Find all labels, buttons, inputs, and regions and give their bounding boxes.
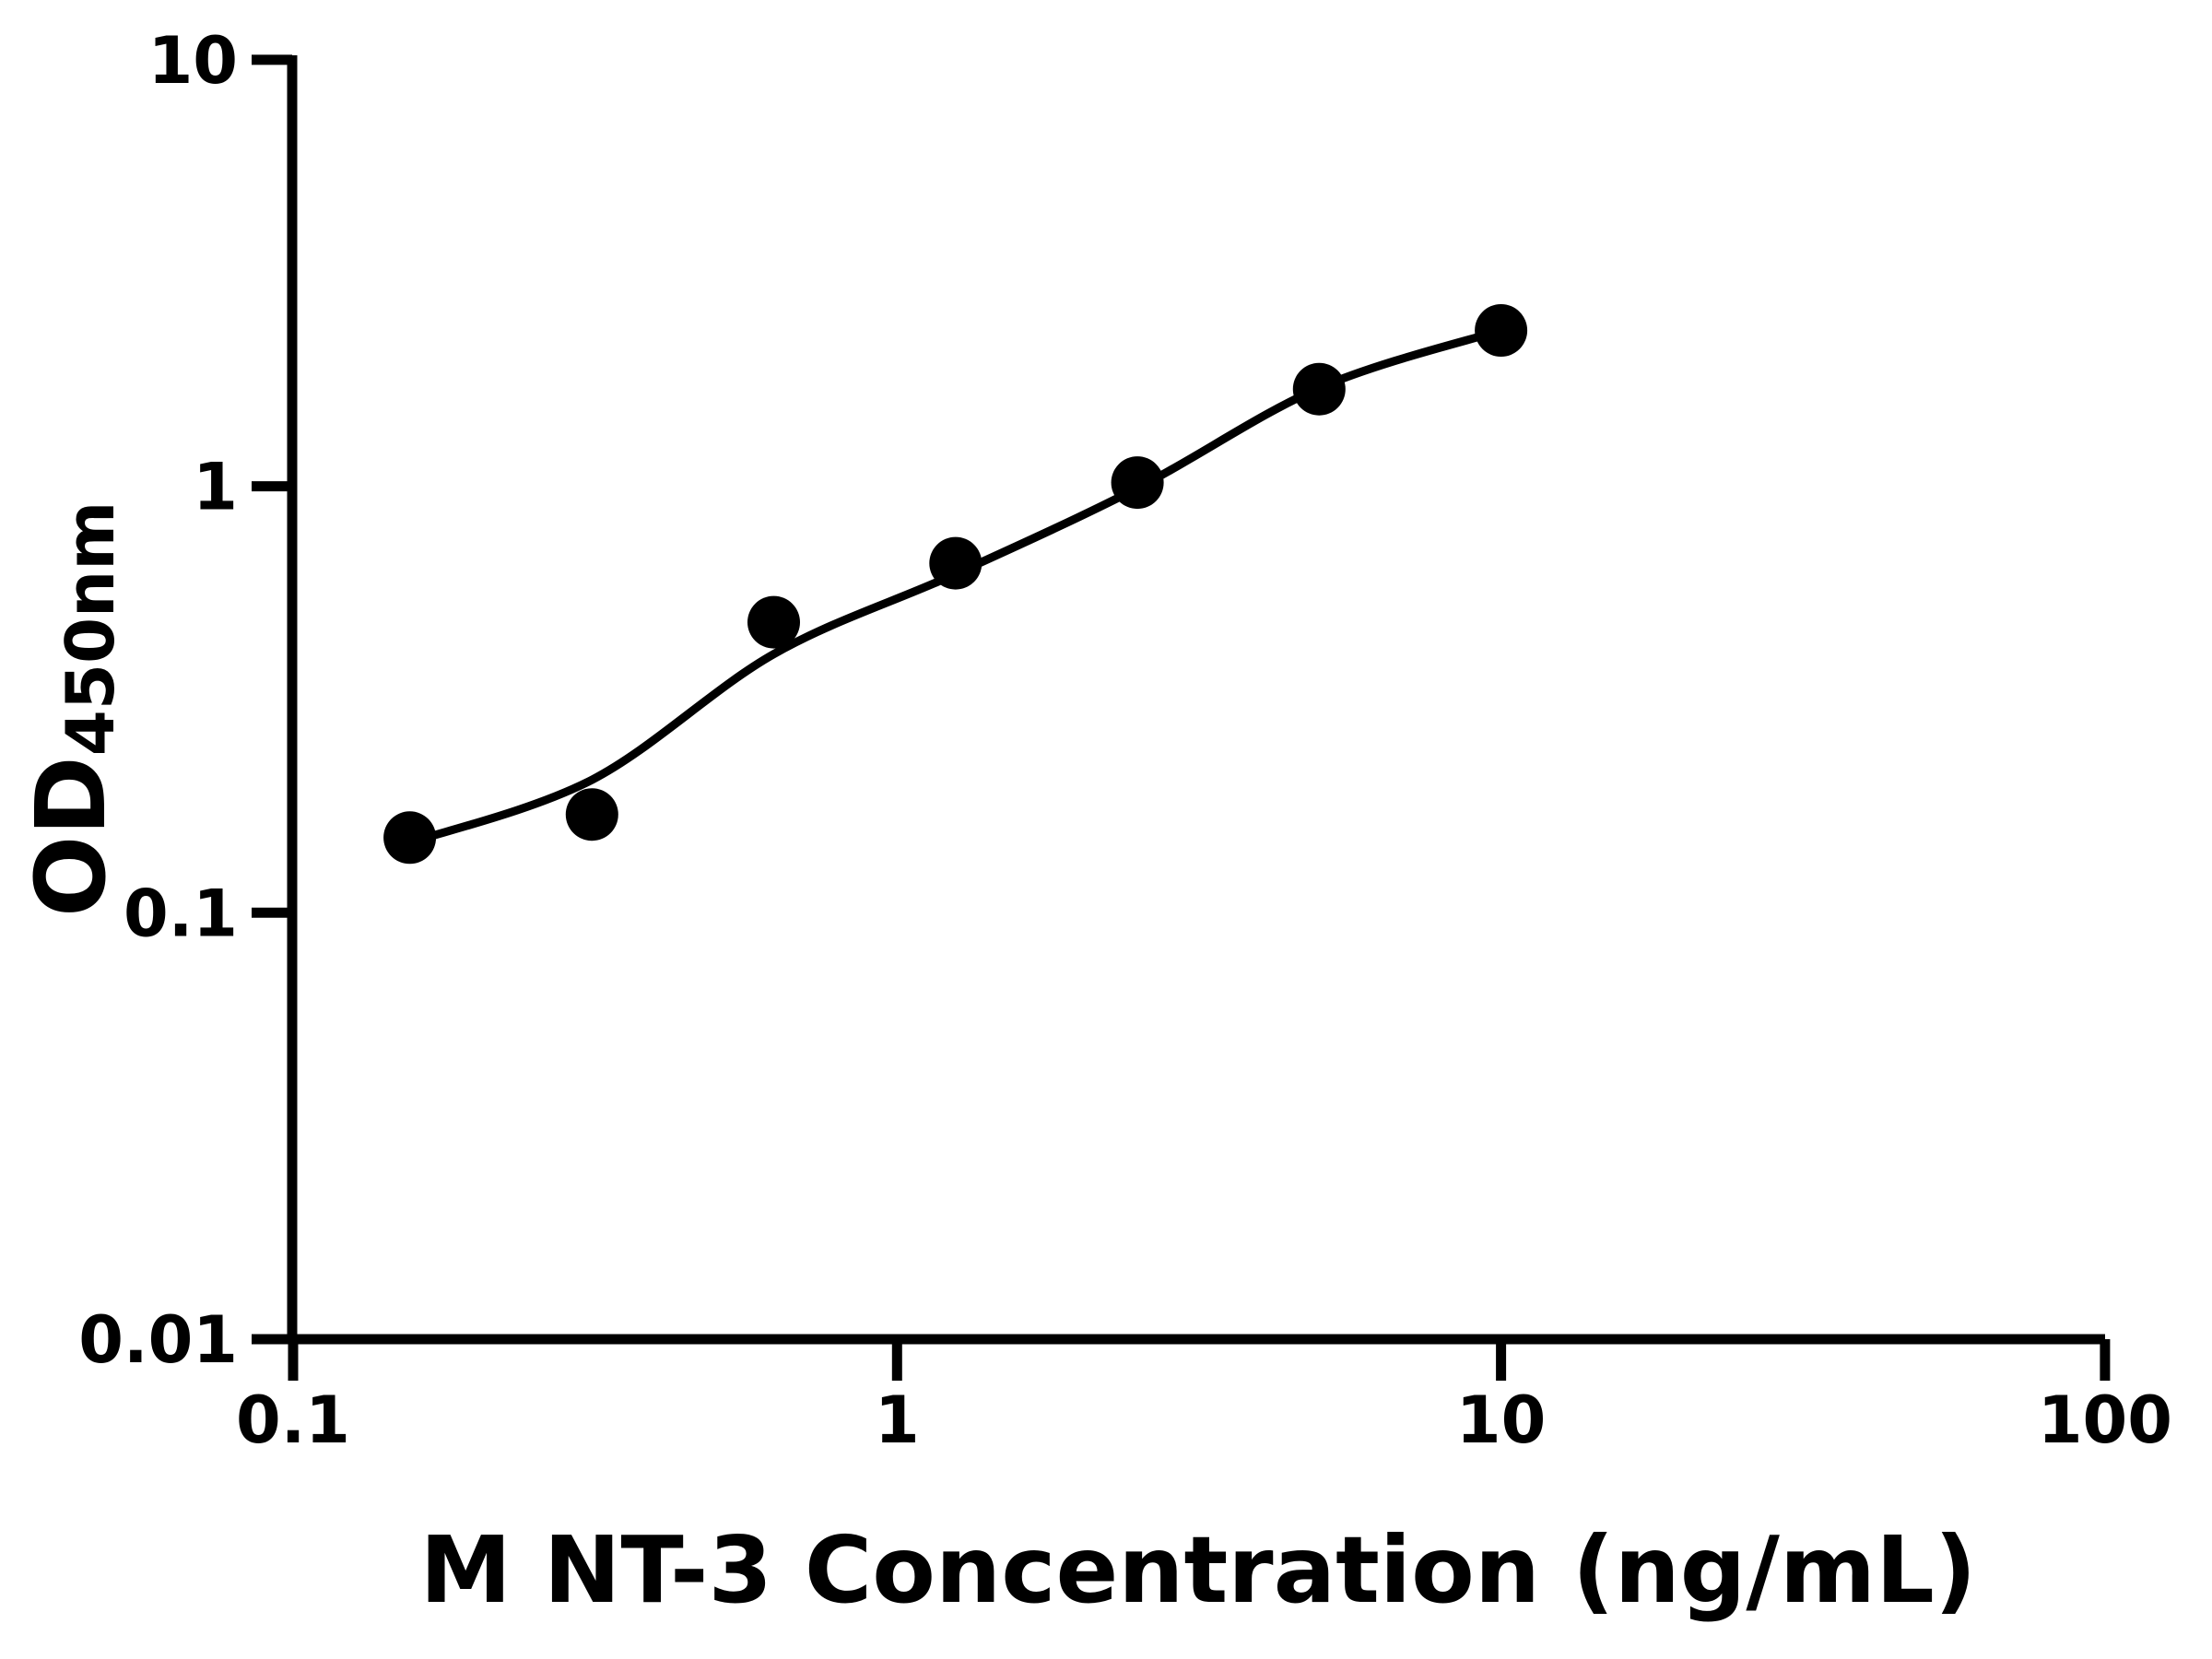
y-tick-label: 0.1: [124, 876, 238, 951]
x-tick-label: 100: [2038, 1382, 2172, 1458]
y-tick-label: 0.01: [78, 1302, 238, 1378]
y-axis-title-subscript: 450nm: [52, 501, 129, 757]
data-point: [1475, 304, 1528, 357]
data-point: [747, 595, 800, 649]
axes: [287, 55, 2105, 1345]
data-point: [565, 788, 618, 841]
data-point: [929, 536, 982, 590]
y-axis-title: OD450nm: [15, 501, 129, 917]
x-axis-title: M NT-3 Concentration (ng/mL): [419, 1516, 1976, 1624]
data-point: [1292, 362, 1346, 416]
axis-spines: [287, 55, 2105, 1345]
data-point: [1111, 456, 1164, 510]
axis-ticks: [252, 54, 2111, 1381]
x-tick-label: 1: [875, 1382, 920, 1458]
y-axis-title-main: OD: [15, 756, 127, 917]
data-layer: [383, 304, 1528, 865]
x-tick-label: 0.1: [236, 1382, 350, 1458]
y-tick-label: 1: [193, 450, 238, 525]
y-tick-label: 10: [148, 23, 238, 99]
data-point: [383, 811, 437, 865]
x-tick-label: 10: [1456, 1382, 1546, 1458]
